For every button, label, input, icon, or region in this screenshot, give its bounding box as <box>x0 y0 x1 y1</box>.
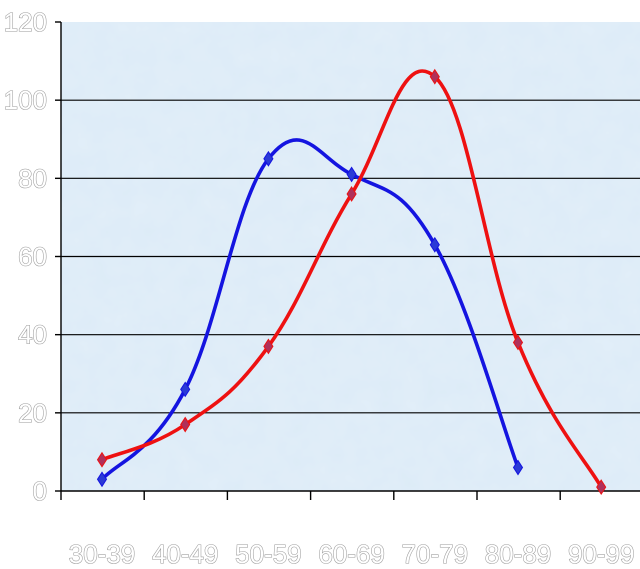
y-tick-label-40: 40 <box>18 320 47 350</box>
series-1-point-50-59 <box>263 150 274 167</box>
y-tick-label-0: 0 <box>33 476 47 506</box>
series-2-point-70-79 <box>429 68 440 85</box>
x-tick-label-60-69: 60-69 <box>318 539 385 569</box>
series-1-point-70-79 <box>429 236 440 253</box>
y-tick-label-100: 100 <box>4 85 47 115</box>
x-tick-label-90-99: 90-99 <box>568 539 635 569</box>
series-1 <box>96 138 524 488</box>
y-tick-label-60: 60 <box>18 242 47 272</box>
x-tick-label-80-89: 80-89 <box>485 539 552 569</box>
series-1-point-80-89 <box>512 459 524 476</box>
x-tick-label-70-79: 70-79 <box>402 539 469 569</box>
series-2-point-50-59 <box>263 338 274 355</box>
series-2-point-40-49 <box>180 416 191 433</box>
series-2-point-60-69 <box>346 186 357 202</box>
series-2-point-90-99 <box>596 479 607 496</box>
x-axis-tick-labels: 30-39 40-49 50-59 60-69 70-79 80-89 90-99 <box>68 538 635 569</box>
x-tick-label-50-59: 50-59 <box>235 539 302 569</box>
series-1-point-40-49 <box>180 381 191 398</box>
series-1-point-30-39 <box>96 471 108 488</box>
series-2-point-30-39 <box>96 451 108 468</box>
y-tick-label-20: 20 <box>18 398 47 428</box>
series-2 <box>96 68 607 496</box>
series-2-point-80-89 <box>512 334 524 351</box>
y-tick-label-80: 80 <box>18 163 47 193</box>
x-tick-label-30-39: 30-39 <box>69 539 136 569</box>
series-1-point-60-69 <box>346 166 357 183</box>
series <box>96 68 607 496</box>
x-tick-label-40-49: 40-49 <box>152 539 219 569</box>
y-tick-label-120: 120 <box>4 7 47 37</box>
y-axis-tick-labels: 0 20 40 60 80 100 120 <box>3 6 47 506</box>
gridlines <box>61 99 640 414</box>
axes <box>55 21 640 500</box>
